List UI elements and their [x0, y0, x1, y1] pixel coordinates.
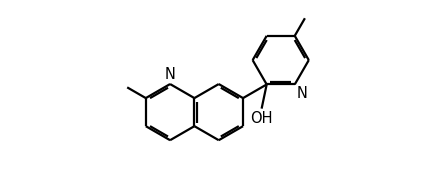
Text: N: N: [165, 67, 176, 82]
Text: OH: OH: [250, 111, 273, 126]
Text: N: N: [297, 86, 308, 101]
